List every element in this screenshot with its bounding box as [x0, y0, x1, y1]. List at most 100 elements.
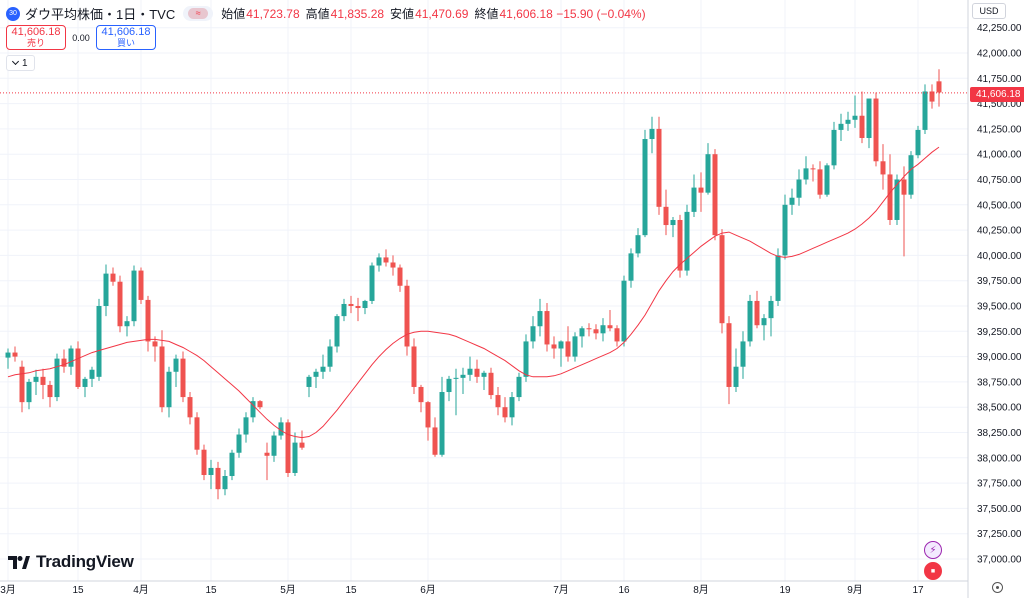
- compare-icon: ≈: [188, 8, 209, 19]
- price-tick-label: 39,000.00: [977, 352, 1022, 363]
- candle-body: [796, 179, 802, 198]
- candle-body: [551, 344, 557, 349]
- candle-body: [817, 169, 823, 195]
- candle-body: [131, 270, 137, 322]
- candle-body: [376, 257, 382, 266]
- candle-body: [180, 358, 186, 398]
- candle-body: [929, 91, 935, 102]
- candle-body: [537, 311, 543, 327]
- candle-body: [103, 273, 109, 306]
- candle-body: [873, 98, 879, 162]
- candle-body: [712, 154, 718, 236]
- indicator-toggle[interactable]: 1: [6, 55, 35, 71]
- price-tick-label: 39,500.00: [977, 302, 1022, 313]
- candle-body: [166, 371, 172, 408]
- candle-body: [418, 386, 424, 403]
- candle-body: [355, 306, 361, 309]
- currency-button[interactable]: USD: [972, 3, 1006, 19]
- tradingview-logo-text: TradingView: [36, 552, 134, 571]
- candle-body: [516, 376, 522, 398]
- candle-body: [474, 368, 480, 377]
- candle-body: [803, 168, 809, 180]
- candle-body: [138, 270, 144, 300]
- sell-button[interactable]: 41,606.18 売り: [6, 25, 66, 50]
- candle-body: [726, 323, 732, 387]
- tradingview-logo[interactable]: TradingView: [8, 552, 134, 572]
- price-tick-label: 41,000.00: [977, 150, 1022, 161]
- time-tick-label: 7月: [553, 584, 569, 596]
- candle-body: [509, 397, 515, 418]
- buy-button[interactable]: 41,606.18 買い: [96, 25, 156, 50]
- candle-body: [565, 341, 571, 357]
- indicator-count: 1: [22, 57, 28, 69]
- sell-price: 41,606.18: [11, 25, 61, 38]
- candle-body: [173, 358, 179, 372]
- candle-body: [215, 467, 221, 490]
- candle-body: [446, 378, 452, 393]
- candle-body: [460, 374, 466, 378]
- candle-body: [334, 316, 340, 347]
- candle-body: [894, 179, 900, 220]
- symbol-logo: 30: [6, 6, 20, 21]
- compare-button[interactable]: ≈: [183, 6, 214, 21]
- candle-body: [572, 336, 578, 357]
- candle-body: [754, 300, 760, 326]
- candle-body: [96, 306, 102, 377]
- candle-body: [488, 372, 494, 396]
- candle-body: [691, 187, 697, 212]
- buy-price: 41,606.18: [101, 25, 151, 38]
- candle-body: [838, 123, 844, 130]
- time-tick-label: 16: [618, 585, 630, 596]
- price-tick-label: 38,750.00: [977, 377, 1022, 388]
- candle-body: [75, 348, 81, 387]
- candle-body: [810, 168, 816, 170]
- open-label: 始値: [221, 7, 246, 21]
- candle-body: [369, 265, 375, 301]
- candle-body: [26, 381, 32, 403]
- time-tick-label: 3月: [0, 584, 16, 596]
- candle-body: [824, 165, 830, 195]
- time-tick-label: 9月: [847, 584, 863, 596]
- candle-body: [425, 402, 431, 428]
- candle-body: [327, 346, 333, 367]
- candle-body: [677, 219, 683, 271]
- candle-body: [887, 174, 893, 220]
- price-tick-label: 41,500.00: [977, 99, 1022, 110]
- candle-body: [908, 155, 914, 195]
- candle-body: [733, 366, 739, 387]
- candle-body: [586, 328, 592, 330]
- candle-body: [285, 422, 291, 473]
- candle-body: [432, 427, 438, 455]
- candle-body: [530, 326, 536, 342]
- settings-icon[interactable]: [992, 582, 1003, 593]
- candle-body: [845, 119, 851, 124]
- candle-body: [656, 128, 662, 207]
- candle-body: [362, 300, 368, 309]
- price-tick-label: 40,250.00: [977, 226, 1022, 237]
- candle-body: [663, 206, 669, 226]
- symbol-title[interactable]: ダウ平均株価・1日・TVC: [25, 7, 176, 22]
- close-value: 41,606.18 −15.90 (−0.04%): [499, 6, 646, 21]
- us-flag-icon[interactable]: ■: [924, 562, 942, 580]
- price-tick-label: 38,500.00: [977, 403, 1022, 414]
- candle-body: [299, 442, 305, 448]
- candle-body: [5, 352, 11, 358]
- price-tick-label: 40,500.00: [977, 200, 1022, 211]
- low-label: 安値: [390, 7, 415, 21]
- candle-body: [544, 311, 550, 345]
- candle-body: [411, 346, 417, 387]
- candle-body: [901, 179, 907, 195]
- chevron-down-icon: [11, 57, 20, 66]
- candle-body: [523, 341, 529, 377]
- candle-body: [313, 371, 319, 377]
- high-value: 41,835.28: [330, 6, 385, 21]
- symbol-legend: 30 ダウ平均株価・1日・TVC ≈ 始値 41,723.78 高値 41,83…: [6, 4, 652, 23]
- candle-body: [271, 435, 277, 456]
- candle-body: [782, 204, 788, 256]
- candle-body: [33, 376, 39, 382]
- time-tick-label: 19: [779, 585, 791, 596]
- lightning-icon[interactable]: ⚡: [924, 541, 942, 559]
- candle-body: [684, 211, 690, 271]
- candle-body: [621, 280, 627, 342]
